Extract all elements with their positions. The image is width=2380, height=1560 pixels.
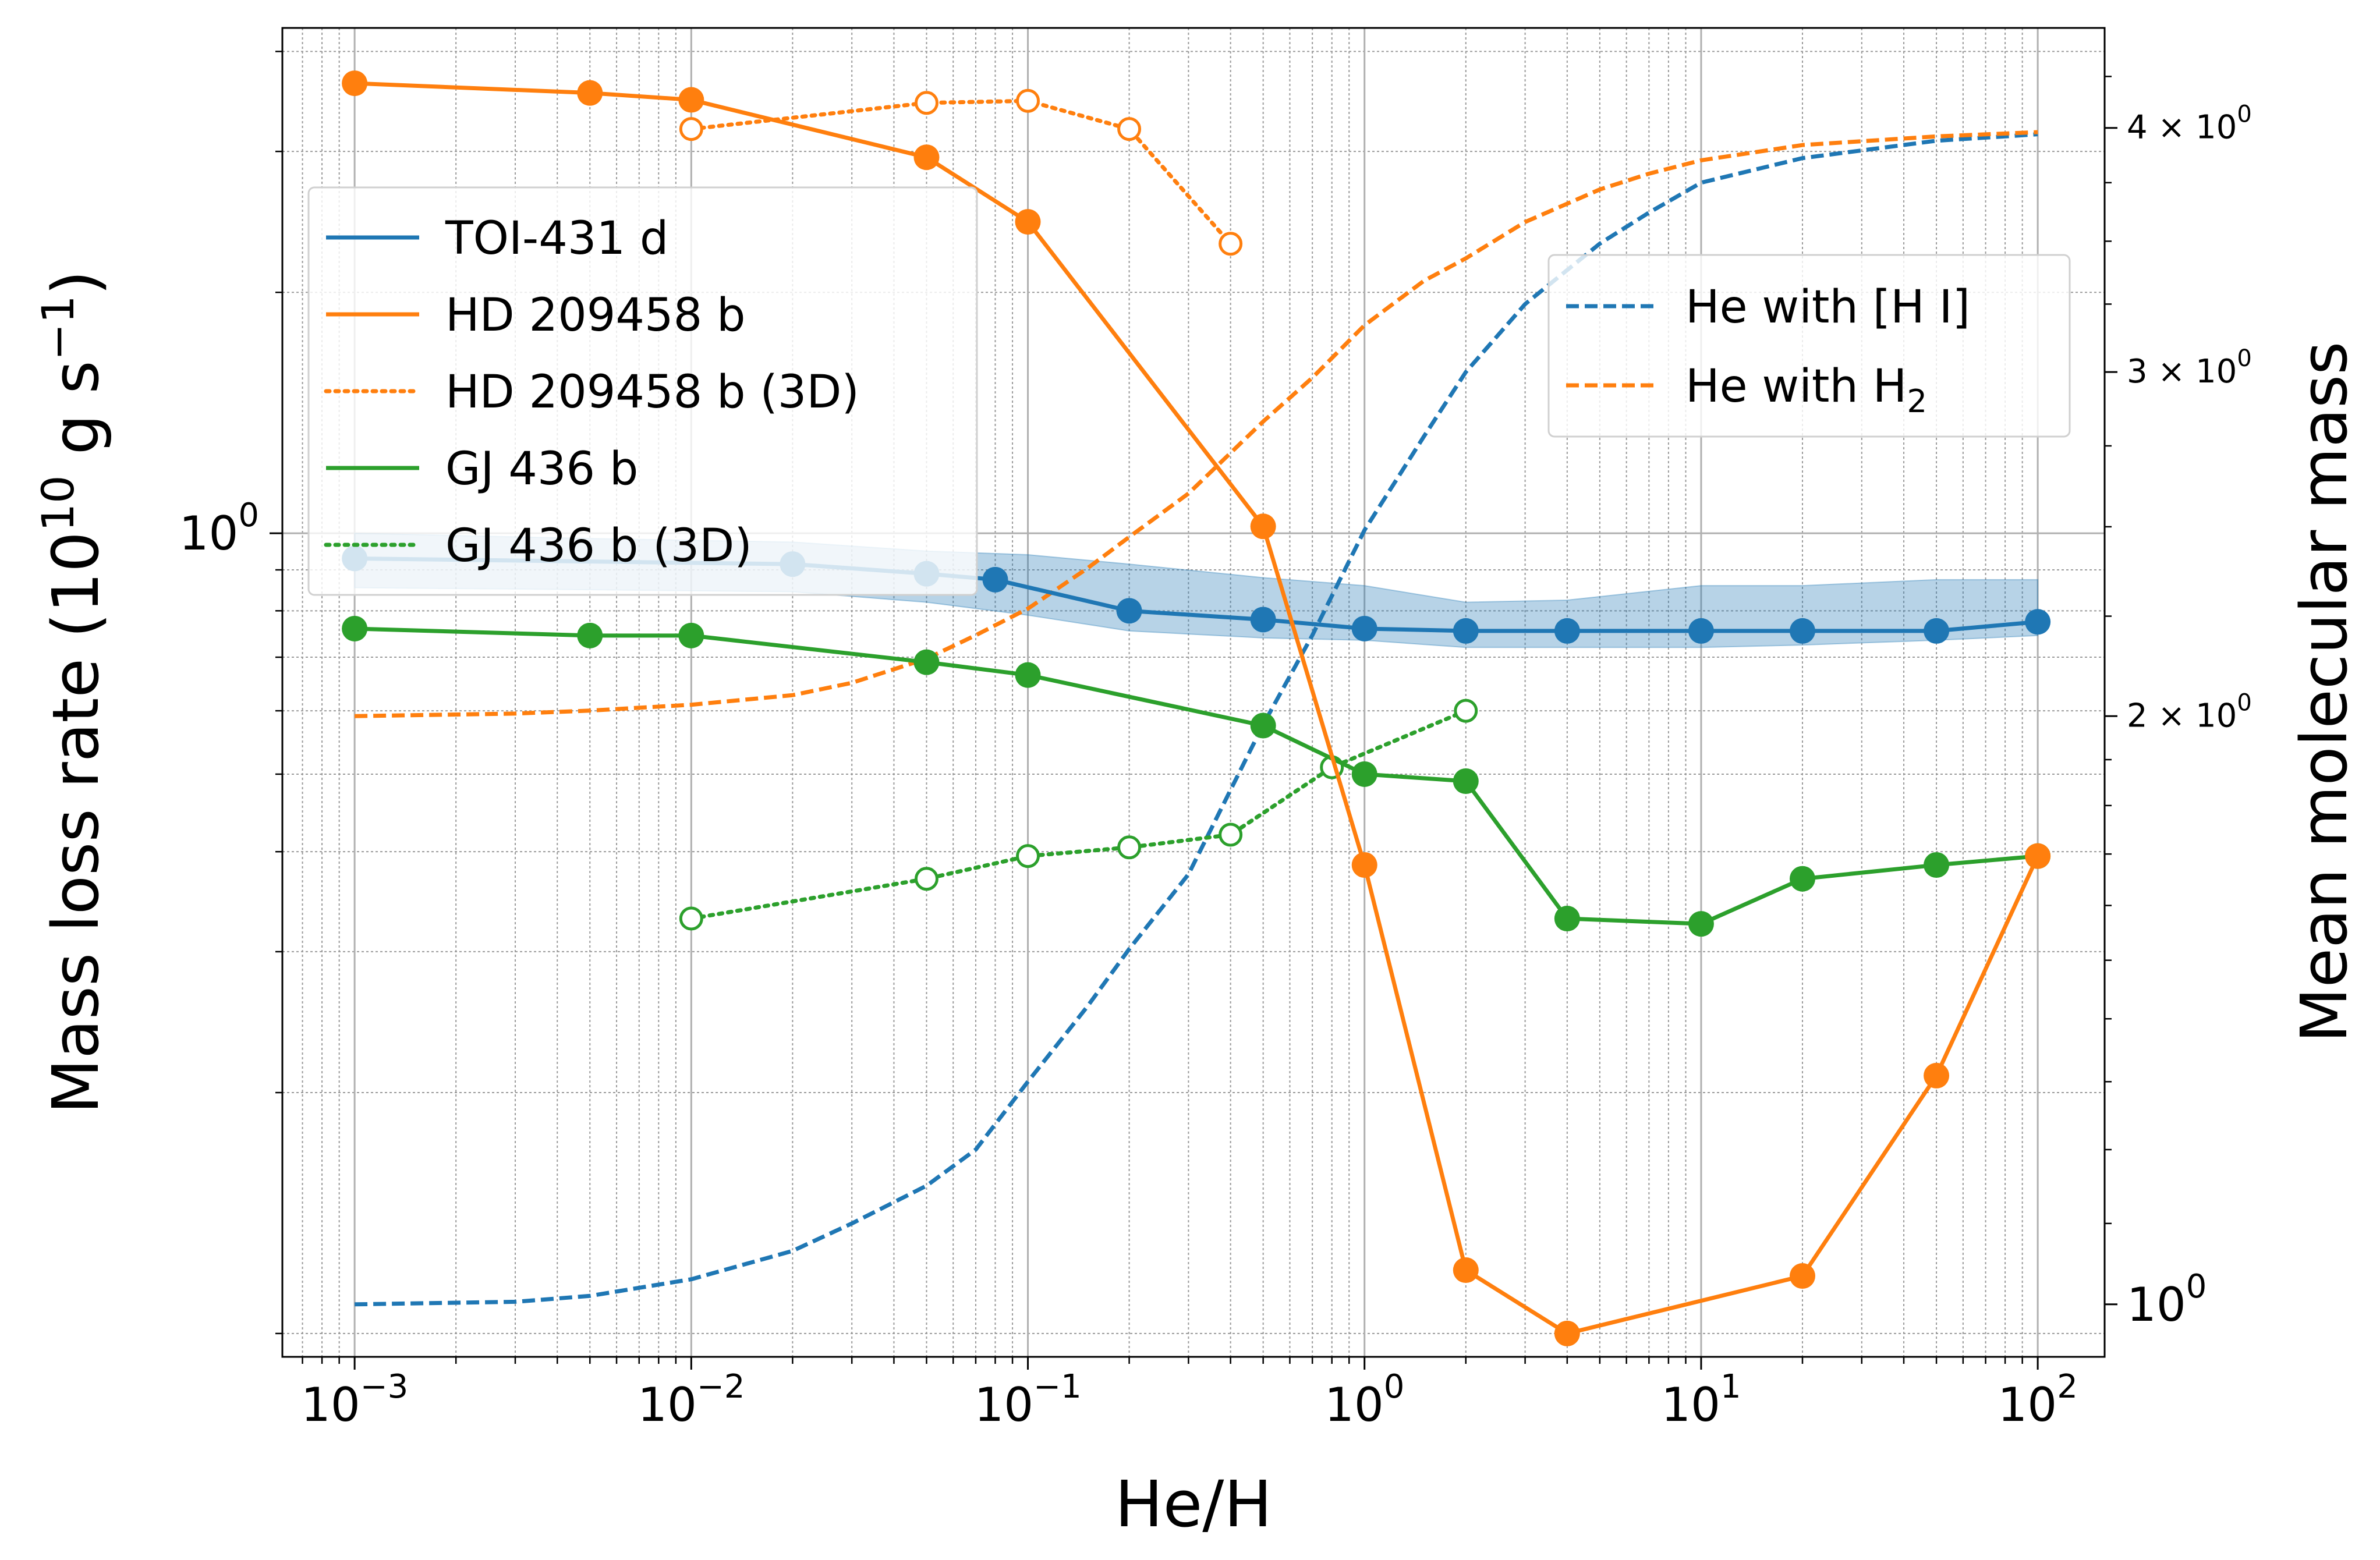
data-point	[1116, 598, 1142, 624]
x-tick-label: 102	[1998, 1368, 2077, 1432]
legend-box	[1547, 254, 2071, 438]
tick-labels: 10−3 10−2 10−1 100 101 102 100 4 × 100 3 × 100 2 …	[179, 101, 2252, 1432]
series-hd-209458-b	[342, 70, 2051, 1346]
y-right-tick-label: 100	[2127, 1268, 2207, 1332]
data-point	[1453, 1257, 1479, 1284]
data-point	[982, 566, 1008, 593]
x-axis-label: He/H	[1115, 1467, 1272, 1541]
data-point	[2025, 609, 2051, 635]
data-point-open	[1016, 88, 1040, 113]
data-point	[1453, 768, 1479, 795]
data-point	[577, 80, 603, 106]
series-line-hd-209458-b	[354, 81, 2040, 1336]
series-gj-436-b	[342, 615, 2051, 937]
data-point	[1250, 712, 1276, 739]
data-point	[1015, 209, 1041, 235]
series-hd-209458-b-3d	[679, 88, 1243, 256]
data-point	[1250, 607, 1276, 633]
data-point-open	[1117, 117, 1142, 141]
x-tick-label: 10−1	[974, 1368, 1081, 1432]
legend-left: TOI-431 d HD 209458 b HD 209458 b (3D) GJ 4…	[307, 186, 978, 596]
data-point-open	[1454, 699, 1478, 723]
legend-label-he-with-h: He with H2	[1685, 360, 1927, 420]
data-point	[913, 144, 940, 171]
series-line-he-with-h-i	[355, 132, 2038, 1307]
major-grid	[282, 28, 2105, 1357]
y-right-tick-label: 3 × 100	[2127, 345, 2252, 391]
y-right-tick-label: 2 × 100	[2127, 689, 2252, 735]
series-line-he-with-h	[355, 130, 2038, 718]
data-point	[1015, 662, 1041, 688]
data-point	[1924, 1062, 1950, 1089]
data-point	[1924, 852, 1950, 878]
data-point	[678, 87, 704, 113]
ticks-layer	[270, 51, 2117, 1370]
data-point	[678, 622, 704, 648]
series-line-gj-436-b	[355, 626, 2038, 926]
series-he-with-h-i	[355, 132, 2038, 1307]
legend-label-he-with-h-i: He with [H I]	[1685, 281, 1970, 334]
y-axis-label-left: Mass loss rate (1010 g s−1)	[32, 270, 113, 1114]
data-point	[1789, 1263, 1815, 1289]
data-point	[1351, 615, 1377, 641]
data-point-open	[1016, 844, 1040, 868]
y-left-tick-label: 100	[179, 497, 259, 561]
legend-label-toi-431-d: TOI-431 d	[445, 212, 668, 265]
data-point	[2025, 843, 2051, 869]
x-tick-label: 10−3	[301, 1368, 408, 1432]
data-point	[1688, 618, 1714, 644]
data-point-open	[679, 117, 703, 141]
data-point-open	[1219, 822, 1243, 847]
legend-label-gj-436-b-3d: GJ 436 b (3D)	[445, 520, 752, 572]
data-point-open	[914, 867, 938, 891]
data-point-open	[914, 91, 938, 115]
data-point	[1351, 852, 1377, 878]
y-axis-label-right: Mean molecular mass	[2287, 342, 2361, 1043]
y-right-tick-label: 4 × 100	[2127, 101, 2252, 147]
legend-right: He with [H I] He with H2	[1547, 254, 2071, 438]
data-point	[577, 622, 603, 648]
x-tick-label: 10−2	[638, 1368, 745, 1432]
legend-label-hd-209458-b: HD 209458 b	[445, 289, 746, 342]
data-point	[1351, 761, 1377, 787]
x-tick-label: 101	[1661, 1368, 1741, 1432]
data-point	[1554, 906, 1580, 932]
data-point	[1789, 866, 1815, 892]
data-point	[1554, 618, 1580, 644]
data-point	[1554, 1320, 1580, 1346]
legend-label-hd-209458-b-3d: HD 209458 b (3D)	[445, 366, 859, 419]
data-point	[342, 70, 368, 97]
data-point-open	[1117, 835, 1142, 860]
data-point	[1789, 618, 1815, 644]
data-point	[1924, 618, 1950, 644]
legend-label-gj-436-b: GJ 436 b	[445, 443, 638, 495]
data-point	[1688, 911, 1714, 937]
data-point	[342, 615, 368, 641]
data-point-open	[1219, 232, 1243, 256]
data-point	[1453, 618, 1479, 644]
plot-frame	[281, 27, 2106, 1358]
data-point	[913, 649, 940, 675]
data-point	[1250, 513, 1276, 540]
series-he-with-h	[355, 130, 2038, 718]
series-gj-436-b-3d	[679, 699, 1478, 931]
x-tick-label: 100	[1324, 1368, 1404, 1432]
legend-box	[307, 186, 978, 596]
data-point-open	[679, 906, 703, 931]
